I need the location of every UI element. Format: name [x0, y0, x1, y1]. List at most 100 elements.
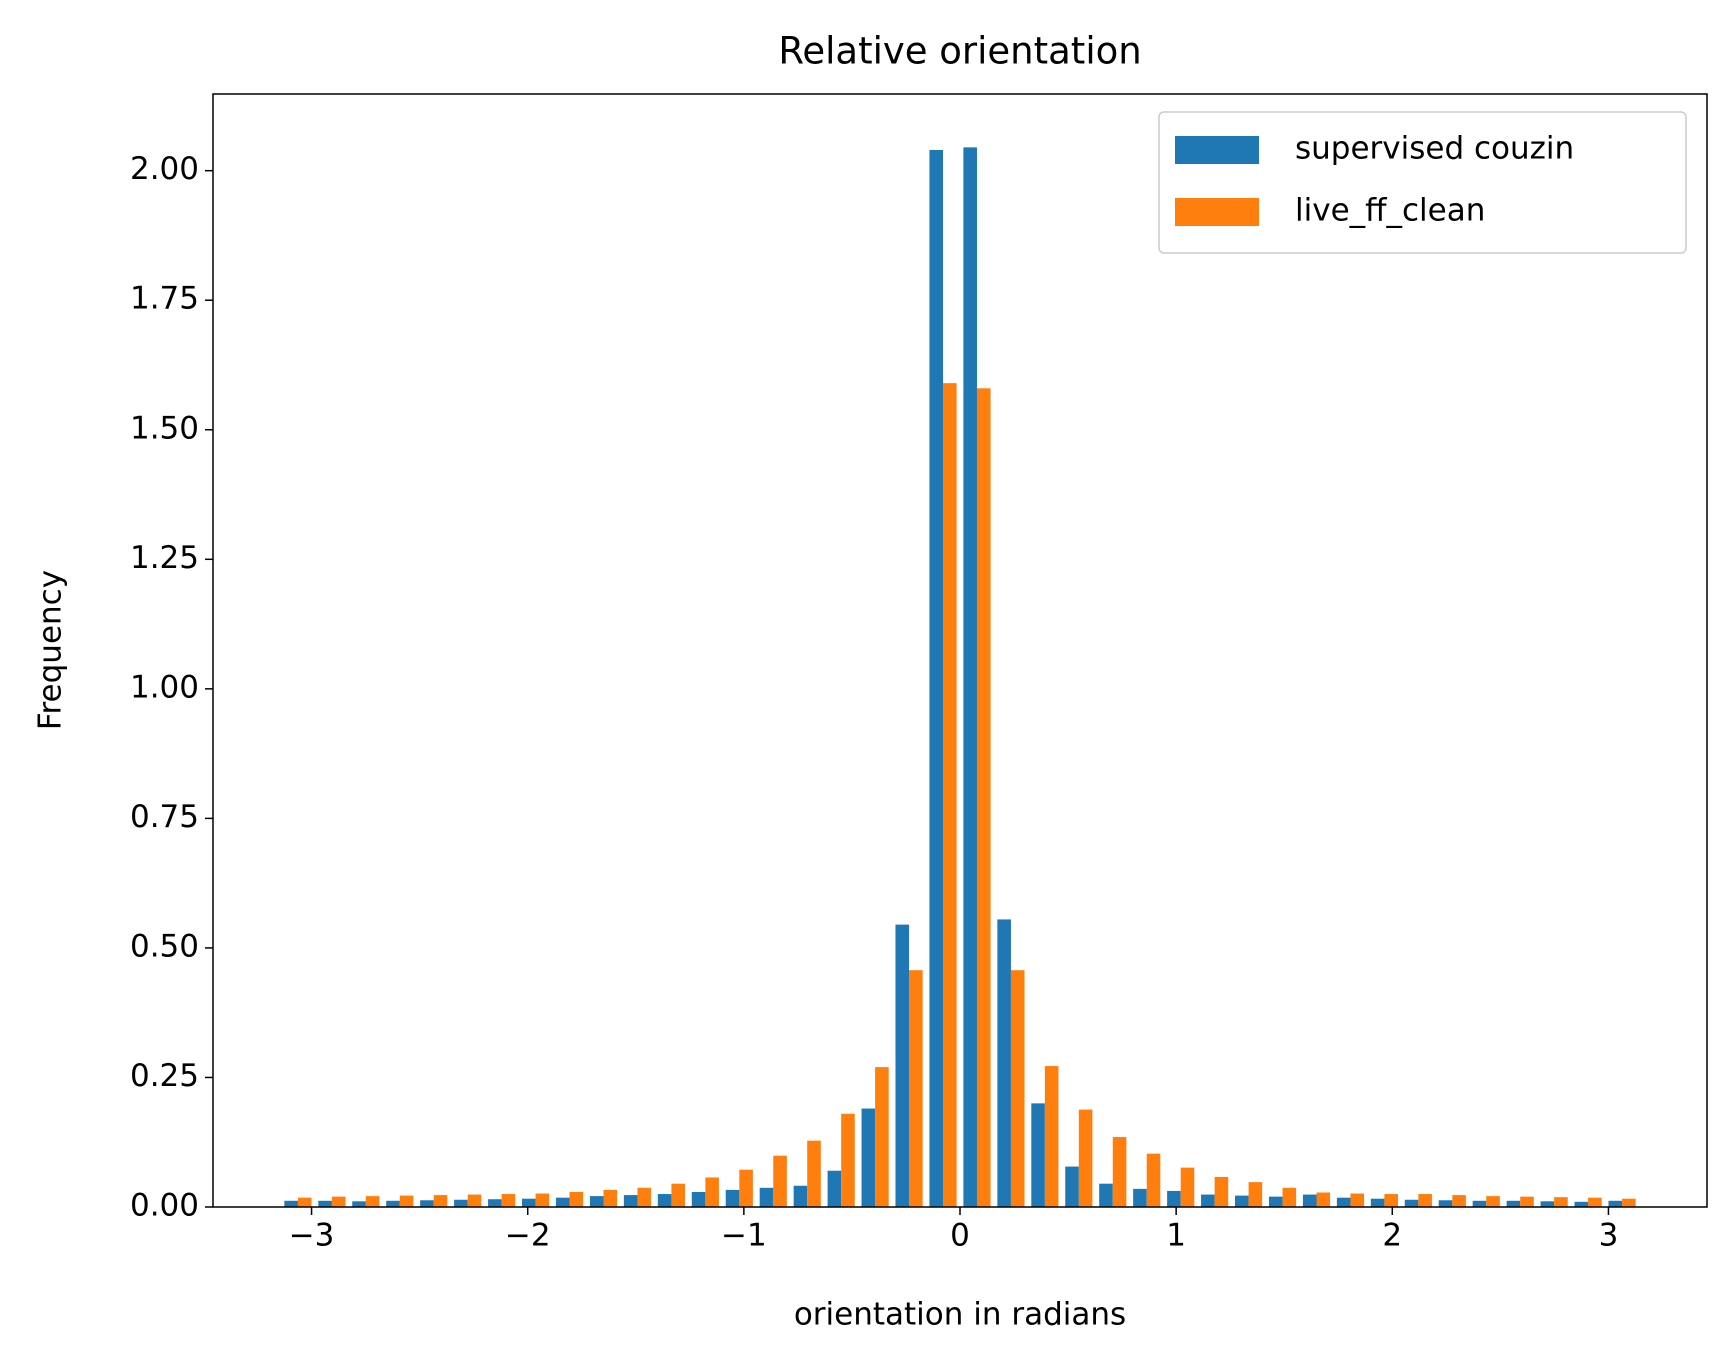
bar	[1010, 970, 1025, 1207]
bar	[454, 1199, 468, 1207]
legend-label: supervised couzin	[1295, 131, 1574, 167]
bar	[1554, 1197, 1568, 1207]
x-tick-label: 2	[1382, 1218, 1402, 1254]
bar	[841, 1113, 855, 1207]
bar	[827, 1170, 842, 1207]
y-tick-label: 0.00	[130, 1188, 199, 1224]
bar	[386, 1200, 400, 1207]
bar	[1133, 1188, 1147, 1207]
bar	[1214, 1176, 1229, 1207]
bar	[739, 1169, 753, 1207]
x-axis-label: orientation in radians	[794, 1297, 1126, 1333]
bar	[759, 1187, 774, 1207]
bar	[1520, 1196, 1534, 1207]
legend-box	[1158, 111, 1687, 254]
y-tick-label: 1.00	[130, 669, 199, 705]
bar	[1248, 1182, 1263, 1207]
y-tick-label: 1.25	[130, 540, 199, 576]
bar	[861, 1108, 876, 1207]
bar	[1031, 1103, 1045, 1207]
x-tick-label: 1	[1166, 1218, 1186, 1254]
y-tick-label: 1.50	[130, 410, 199, 446]
y-axis-label: Frequency	[33, 570, 69, 730]
x-tick-label: −1	[721, 1218, 767, 1254]
bar	[793, 1185, 808, 1207]
x-tick-label: −3	[289, 1218, 335, 1254]
bar	[1235, 1195, 1249, 1207]
bar	[1099, 1183, 1113, 1207]
bar	[637, 1187, 652, 1207]
bar	[691, 1191, 706, 1207]
x-tick-label: 0	[950, 1218, 970, 1254]
bar	[365, 1196, 380, 1207]
bar	[1065, 1166, 1079, 1207]
bar	[1370, 1198, 1385, 1207]
bar	[297, 1197, 312, 1207]
bar	[1302, 1194, 1317, 1207]
bar	[963, 147, 977, 1207]
bar	[569, 1191, 584, 1207]
bar	[1506, 1200, 1521, 1207]
bar	[1540, 1201, 1555, 1207]
bar	[997, 919, 1011, 1207]
bar	[773, 1155, 787, 1207]
bar	[705, 1177, 719, 1207]
bar	[1438, 1200, 1453, 1207]
legend-swatch	[1175, 198, 1259, 226]
bar	[1384, 1194, 1398, 1207]
x-tick-label: 3	[1599, 1218, 1619, 1254]
bar	[1146, 1153, 1161, 1207]
bar	[1608, 1200, 1623, 1207]
bar	[657, 1194, 672, 1207]
bar	[671, 1183, 685, 1207]
bar	[1316, 1192, 1331, 1207]
bar	[467, 1194, 482, 1207]
bar	[1112, 1137, 1127, 1207]
bar	[433, 1195, 448, 1207]
y-tick-label: 0.75	[130, 799, 199, 835]
bar	[603, 1189, 618, 1207]
bar	[1201, 1194, 1215, 1207]
bar	[318, 1200, 332, 1207]
bar	[1452, 1195, 1466, 1207]
bar	[1078, 1109, 1093, 1207]
bar	[1180, 1167, 1195, 1207]
bar	[875, 1067, 889, 1207]
bar	[909, 970, 923, 1207]
bar	[331, 1196, 346, 1207]
plot-frame	[212, 93, 1708, 1208]
bar	[1418, 1194, 1432, 1207]
bar	[284, 1200, 298, 1207]
bar	[352, 1201, 366, 1207]
y-tick-label: 2.00	[130, 151, 199, 187]
bar	[488, 1199, 502, 1207]
bar	[399, 1195, 414, 1207]
bar	[1167, 1190, 1181, 1207]
bar	[623, 1195, 638, 1207]
bar	[1044, 1066, 1059, 1207]
bar	[943, 383, 957, 1207]
bar	[1336, 1197, 1351, 1207]
chart-title: Relative orientation	[778, 30, 1141, 73]
legend-label: live_ff_clean	[1295, 193, 1485, 229]
y-tick-label: 1.75	[130, 281, 199, 317]
y-tick-label: 0.50	[130, 928, 199, 964]
y-tick-label: 0.25	[130, 1058, 199, 1094]
bar	[895, 924, 910, 1207]
bar	[555, 1197, 570, 1207]
bar	[522, 1198, 536, 1207]
bar	[1486, 1196, 1500, 1207]
bar	[1588, 1197, 1602, 1207]
bar	[929, 149, 944, 1207]
legend-swatch	[1175, 136, 1259, 164]
bar	[725, 1189, 740, 1207]
bar	[535, 1193, 550, 1207]
bar	[1622, 1198, 1636, 1207]
bar	[807, 1140, 821, 1207]
bar	[976, 388, 991, 1207]
bar	[1268, 1196, 1283, 1207]
bar	[1472, 1200, 1487, 1207]
bar	[1574, 1201, 1589, 1207]
